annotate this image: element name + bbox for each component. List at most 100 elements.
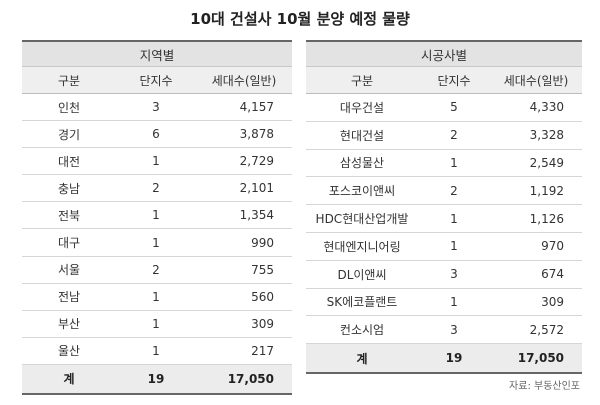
builder-table-header: 구분 단지수 세대수(일반): [306, 66, 583, 94]
row-label: 울산: [22, 337, 116, 365]
household-count: 970: [490, 232, 583, 261]
household-count: 755: [196, 256, 293, 284]
household-count: 2,101: [196, 174, 293, 203]
table-row: 전남 1 560: [22, 283, 293, 311]
row-label: 컨소시엄: [306, 315, 418, 345]
complex-count: 1: [116, 228, 196, 257]
table-row: 컨소시엄 3 2,572: [306, 315, 583, 345]
household-count: 560: [196, 283, 293, 311]
table-row: 대전 1 2,729: [22, 147, 293, 176]
builder-table-body: 대우건설 5 4,330 현대건설 2 3,328 삼성물산 1 2,549 포스코이앤씨 2 1,1…: [306, 93, 583, 345]
row-label: 현대건설: [306, 121, 418, 150]
table-row: 포스코이앤씨 2 1,192: [306, 176, 583, 206]
table-row: SK에코플랜트 1 309: [306, 288, 583, 317]
column-header: 단지수: [116, 66, 196, 94]
row-label: 현대엔지니어링: [306, 232, 418, 261]
complex-count: 2: [418, 121, 490, 150]
household-count: 1,354: [196, 201, 293, 230]
row-label: DL이앤씨: [306, 260, 418, 289]
household-count: 217: [196, 337, 293, 365]
complex-count: 1: [116, 147, 196, 176]
row-label: 대전: [22, 147, 116, 176]
row-label: 대구: [22, 228, 116, 257]
complex-count: 1: [418, 204, 490, 233]
complex-count: 2: [116, 174, 196, 203]
household-count: 990: [196, 228, 293, 257]
complex-count: 1: [418, 232, 490, 261]
row-label: 포스코이앤씨: [306, 176, 418, 206]
table-row: 전북 1 1,354: [22, 201, 293, 230]
total-label: 계: [306, 343, 418, 375]
total-complex-count: 19: [116, 364, 196, 395]
household-count: 2,729: [196, 147, 293, 176]
complex-count: 1: [116, 337, 196, 365]
table-row: 울산 1 217: [22, 337, 293, 365]
household-count: 4,157: [196, 93, 293, 122]
household-count: 674: [490, 260, 583, 289]
household-count: 2,549: [490, 149, 583, 178]
region-table-header: 구분 단지수 세대수(일반): [22, 66, 293, 94]
row-label: 삼성물산: [306, 149, 418, 178]
table-row: 서울 2 755: [22, 256, 293, 284]
row-label: 전남: [22, 283, 116, 311]
column-header: 세대수(일반): [196, 66, 293, 94]
region-total-row: 계 19 17,050: [22, 364, 293, 395]
total-household-count: 17,050: [490, 343, 583, 375]
table-row: 대구 1 990: [22, 228, 293, 257]
row-label: HDC현대산업개발: [306, 204, 418, 233]
row-label: 충남: [22, 174, 116, 203]
row-label: 인천: [22, 93, 116, 122]
row-label: 서울: [22, 256, 116, 284]
household-count: 3,328: [490, 121, 583, 150]
table-row: 현대엔지니어링 1 970: [306, 232, 583, 261]
row-label: 대우건설: [306, 93, 418, 122]
total-household-count: 17,050: [196, 364, 293, 395]
complex-count: 1: [418, 149, 490, 178]
source-note: 자료: 부동산인포: [509, 381, 580, 392]
complex-count: 6: [116, 120, 196, 149]
builder-table-group-label: 시공사별: [306, 40, 583, 67]
complex-count: 2: [418, 176, 490, 206]
region-table: 지역별 구분 단지수 세대수(일반) 인천 3 4,157 경기 6 3,878 대전 1 2,…: [22, 40, 293, 395]
household-count: 309: [196, 310, 293, 338]
builder-table: 시공사별 구분 단지수 세대수(일반) 대우건설 5 4,330 현대건설 2 3,328…: [306, 40, 583, 375]
household-count: 1,126: [490, 204, 583, 233]
total-complex-count: 19: [418, 343, 490, 375]
column-header: 단지수: [418, 66, 490, 94]
row-label: SK에코플랜트: [306, 288, 418, 317]
table-row: 현대건설 2 3,328: [306, 121, 583, 150]
table-row: 충남 2 2,101: [22, 174, 293, 203]
complex-count: 1: [418, 288, 490, 317]
row-label: 전북: [22, 201, 116, 230]
page-title: 10대 건설사 10월 분양 예정 물량: [190, 10, 410, 28]
table-row: 대우건설 5 4,330: [306, 93, 583, 122]
complex-count: 3: [418, 315, 490, 345]
region-table-group-label: 지역별: [22, 40, 293, 67]
complex-count: 2: [116, 256, 196, 284]
household-count: 3,878: [196, 120, 293, 149]
column-header: 세대수(일반): [490, 66, 583, 94]
household-count: 309: [490, 288, 583, 317]
row-label: 경기: [22, 120, 116, 149]
household-count: 1,192: [490, 176, 583, 206]
table-row: 경기 6 3,878: [22, 120, 293, 149]
column-header: 구분: [306, 66, 418, 94]
row-label: 부산: [22, 310, 116, 338]
table-row: 인천 3 4,157: [22, 93, 293, 122]
complex-count: 1: [116, 310, 196, 338]
total-label: 계: [22, 364, 116, 395]
table-row: DL이앤씨 3 674: [306, 260, 583, 289]
complex-count: 1: [116, 283, 196, 311]
table-row: 삼성물산 1 2,549: [306, 149, 583, 178]
complex-count: 1: [116, 201, 196, 230]
complex-count: 3: [418, 260, 490, 289]
complex-count: 5: [418, 93, 490, 122]
table-row: 부산 1 309: [22, 310, 293, 338]
household-count: 4,330: [490, 93, 583, 122]
column-header: 구분: [22, 66, 116, 94]
household-count: 2,572: [490, 315, 583, 345]
complex-count: 3: [116, 93, 196, 122]
builder-total-row: 계 19 17,050: [306, 343, 583, 375]
table-row: HDC현대산업개발 1 1,126: [306, 204, 583, 233]
region-table-body: 인천 3 4,157 경기 6 3,878 대전 1 2,729 충남 2 2,101 전북 1 1,354…: [22, 93, 293, 365]
